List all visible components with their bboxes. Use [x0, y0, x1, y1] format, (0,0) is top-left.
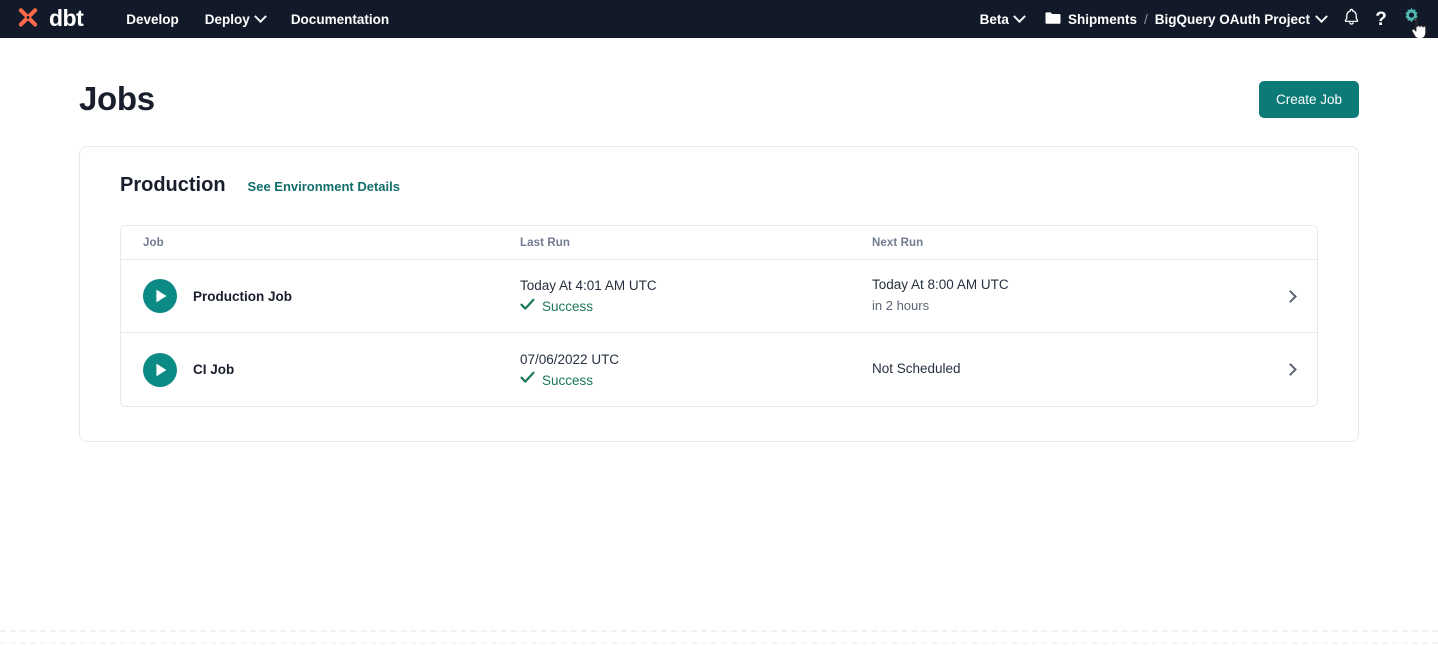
status-badge: Success — [520, 298, 872, 316]
status-label: Success — [542, 372, 594, 388]
status-badge: Success — [520, 371, 872, 389]
environment-card-header: Production See Environment Details — [120, 174, 1318, 197]
play-circle-icon[interactable] — [143, 352, 177, 387]
gear-icon — [1402, 7, 1421, 31]
breadcrumb-project: BigQuery OAuth Project — [1154, 11, 1310, 27]
next-run-cell: Not Scheduled — [872, 359, 1265, 380]
jobs-table: Job Last Run Next Run Production Job — [120, 225, 1318, 407]
next-run-relative: in 2 hours — [872, 298, 930, 314]
dashed-divider — [0, 642, 1438, 644]
chevron-down-icon — [1315, 9, 1328, 23]
breadcrumb[interactable]: Shipments / BigQuery OAuth Project — [1035, 0, 1336, 38]
last-run-time: Today At 4:01 AM UTC — [520, 278, 657, 294]
environment-card: Production See Environment Details Job L… — [79, 146, 1359, 442]
table-header-row: Job Last Run Next Run — [121, 226, 1317, 260]
column-header-last-run: Last Run — [520, 236, 570, 249]
dbt-logo[interactable]: dbt — [14, 4, 84, 33]
create-job-button[interactable]: Create Job — [1258, 80, 1359, 118]
next-run-time: Not Scheduled — [872, 361, 961, 377]
status-label: Success — [542, 299, 594, 315]
question-mark-icon: ? — [1375, 8, 1387, 30]
see-environment-details-link[interactable]: See Environment Details — [247, 179, 400, 194]
job-name: CI Job — [193, 362, 235, 377]
page-bottom-decoration — [0, 622, 1438, 646]
dbt-logo-text: dbt — [49, 4, 84, 31]
row-arrow-button[interactable] — [1265, 289, 1297, 303]
nav-link-develop-label: Develop — [126, 11, 179, 27]
nav-link-develop[interactable]: Develop — [113, 0, 192, 38]
page-header: Jobs Create Job — [79, 38, 1359, 118]
page-container: Jobs Create Job Production See Environme… — [0, 38, 1438, 646]
dbt-logo-icon — [14, 5, 42, 33]
navbar-right-group: Beta Shipments / BigQuery OAuth Project — [969, 0, 1427, 40]
breadcrumb-account: Shipments — [1067, 11, 1137, 27]
chevron-right-icon — [1284, 363, 1297, 376]
play-circle-icon[interactable] — [143, 279, 177, 313]
table-row[interactable]: Production Job Today At 4:01 AM UTC Succ… — [121, 260, 1317, 333]
table-row[interactable]: CI Job 07/06/2022 UTC Success Not Sch — [121, 333, 1317, 406]
page-title: Jobs — [79, 80, 155, 117]
chevron-down-icon — [1013, 9, 1026, 23]
beta-label: Beta — [979, 11, 1009, 27]
job-cell: Production Job — [143, 279, 520, 313]
last-run-cell: 07/06/2022 UTC Success — [520, 350, 872, 390]
column-header-next-run: Next Run — [872, 236, 924, 249]
top-navbar: dbt Develop Deploy Documentation Beta Sh… — [0, 0, 1438, 40]
next-run-time: Today At 8:00 AM UTC — [872, 277, 1009, 293]
nav-link-documentation[interactable]: Documentation — [278, 0, 402, 38]
breadcrumb-separator: / — [1143, 11, 1148, 27]
nav-link-deploy[interactable]: Deploy — [192, 0, 278, 38]
column-header-job: Job — [143, 236, 164, 249]
bell-icon — [1343, 8, 1360, 31]
help-button[interactable]: ? — [1366, 0, 1396, 38]
settings-button[interactable] — [1396, 0, 1427, 40]
last-run-cell: Today At 4:01 AM UTC Success — [520, 276, 872, 316]
nav-link-deploy-label: Deploy — [204, 11, 250, 27]
last-run-time: 07/06/2022 UTC — [520, 351, 620, 367]
row-arrow-button[interactable] — [1265, 363, 1297, 376]
nav-link-documentation-label: Documentation — [290, 11, 390, 27]
folder-icon — [1045, 11, 1061, 28]
chevron-down-icon — [253, 9, 267, 23]
job-name: Production Job — [193, 288, 292, 304]
check-icon — [520, 371, 535, 389]
dashed-divider — [0, 630, 1438, 632]
environment-name: Production — [120, 174, 226, 196]
chevron-right-icon — [1284, 289, 1297, 303]
job-cell: CI Job — [143, 352, 520, 387]
next-run-cell: Today At 8:00 AM UTC in 2 hours — [872, 275, 1265, 316]
check-icon — [520, 298, 535, 316]
notifications-button[interactable] — [1336, 0, 1366, 38]
beta-selector[interactable]: Beta — [969, 0, 1035, 38]
navbar-left-group: dbt Develop Deploy Documentation — [14, 0, 402, 38]
